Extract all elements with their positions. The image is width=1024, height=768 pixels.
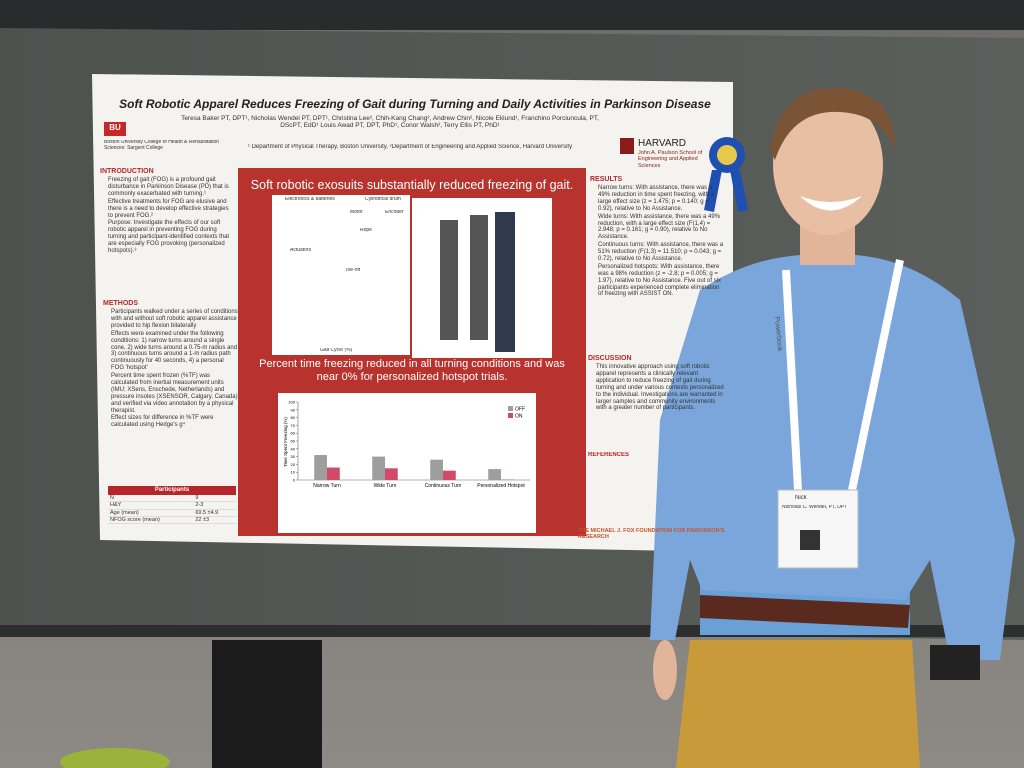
- y-axis-label: Time Spent Freezing (%): [283, 417, 288, 467]
- bullet-item: Wide turns: With assistance, there was a…: [598, 214, 725, 242]
- legend-swatch: [508, 406, 513, 411]
- table-cell: H&Y: [108, 501, 194, 510]
- bullet-item: Effect sizes for difference in %TF were …: [111, 415, 238, 429]
- badge-name: Nick: [795, 495, 807, 501]
- bullet-item: Participants walked under a series of co…: [111, 309, 238, 330]
- bullet-item: This innovative approach using soft robo…: [596, 364, 726, 412]
- affiliations: ¹ Department of Physical Therapy, Boston…: [247, 144, 573, 150]
- headline: Percent time freezing reduced in all tur…: [259, 358, 565, 383]
- table-cell: NFOG score (mean): [108, 516, 194, 525]
- x-tick-label: Narrow Turn: [313, 483, 341, 489]
- table-cell: Age (mean): [108, 509, 194, 517]
- harvard-shield: [620, 138, 634, 154]
- walkers: [440, 212, 515, 352]
- poster-chart: Time Spent Freezing (%) 0 10 20 30 40 50 60 70 80…: [283, 400, 530, 489]
- y-tick-label: 20: [291, 462, 296, 467]
- table-cell: 2-3: [193, 501, 236, 510]
- table-cell: 22 ±3: [193, 516, 236, 525]
- bullet-list: This innovative approach using soft robo…: [588, 364, 726, 412]
- bullet-item: Percent time spent frozen (%TF) was calc…: [111, 373, 238, 414]
- device-figure: [272, 195, 410, 355]
- figure-label: Electronics & batteries: [285, 197, 335, 202]
- harvard-text: John A. Paulson School of Engineering an…: [638, 150, 703, 169]
- references: REFERENCES: [588, 452, 630, 458]
- bullet-item: Effective treatments for FOG are elusive…: [108, 199, 235, 220]
- bullet-list: Participants walked under a series of co…: [103, 309, 238, 429]
- x-tick-label: Continuous Turn: [425, 483, 462, 489]
- bullet-list: Freezing of gait (FOG) is a profound gai…: [100, 177, 235, 255]
- ribbon: [704, 137, 748, 212]
- results: RESULTS Narrow turns: With assistance, th…: [590, 176, 725, 351]
- figure-label: Encoder: [385, 210, 404, 215]
- authors: Teresa Baker PT, DPT¹, Nicholas Wendel P…: [181, 115, 599, 130]
- participants-table: Participants N 9 H&Y 2-3 Age (mean) 69.5 ±4.9 N…: [108, 486, 236, 525]
- bu-text: Boston University College of Health & Re…: [104, 140, 220, 151]
- poster-title: Soft Robotic Apparel Reduces Freezing of…: [119, 98, 711, 111]
- y-tick-label: 90: [291, 407, 296, 412]
- table-cell: 9: [193, 494, 236, 503]
- headline: Soft robotic exosuits substantially redu…: [250, 178, 574, 192]
- section-heading: RESULTS: [590, 176, 623, 183]
- y-tick-label: 60: [291, 431, 296, 436]
- bar: [488, 469, 501, 480]
- section-heading: METHODS: [103, 300, 138, 307]
- bullet-item: Effects were examined under the followin…: [111, 331, 238, 372]
- x-tick-label: Wide Turn: [374, 483, 397, 489]
- table-row: NFOG score (mean) 22 ±3: [108, 516, 236, 525]
- ceiling: [0, 0, 1024, 30]
- bullet-item: Narrow turns: With assistance, there was…: [598, 185, 725, 213]
- table: Participants N 9 H&Y 2-3 Age (mean) 69.5 ±4.9 N…: [108, 486, 236, 525]
- bar: [372, 456, 385, 480]
- figure-label: Cylindrical drum: [365, 197, 401, 202]
- discussion: DISCUSSION This innovative approach using…: [588, 355, 726, 445]
- bullet-item: Freezing of gait (FOG) is a profound gai…: [108, 177, 235, 198]
- bullet-item: Continuous turns: With assistance, there…: [598, 242, 725, 263]
- bar: [314, 455, 327, 480]
- y-tick-label: 40: [291, 446, 296, 451]
- y-tick-label: 50: [291, 439, 296, 444]
- figure-label: Motor: [350, 210, 363, 215]
- bu-mark: BU: [109, 123, 121, 132]
- footer: THE MICHAEL J. FOX FOUNDATION FOR PARKIN…: [578, 528, 725, 541]
- bar: [430, 459, 443, 480]
- x-tick-label: Personalized Hotspot: [477, 483, 525, 489]
- y-tick-label: 80: [291, 415, 296, 420]
- methods: METHODS Participants walked under a serie…: [103, 300, 238, 485]
- section-heading: DISCUSSION: [588, 355, 632, 362]
- table-row: Age (mean) 69.5 ±4.9: [108, 509, 236, 517]
- bar: [385, 468, 398, 480]
- bullet-list: Narrow turns: With assistance, there was…: [590, 185, 725, 298]
- bullet-item: Purpose: Investigate the effects of our …: [108, 220, 235, 254]
- visitor-legs: [212, 640, 322, 768]
- bar: [443, 470, 456, 480]
- figure-label: Rope: [360, 228, 372, 233]
- y-tick-label: 10: [291, 470, 296, 475]
- figure-label: Actuators: [290, 248, 312, 253]
- bar: [327, 467, 340, 480]
- table-cell: 69.5 ±4.9: [193, 509, 236, 517]
- y-tick-label: 0: [293, 478, 296, 483]
- table-cell: N: [108, 494, 194, 503]
- y-tick-label: 70: [291, 423, 296, 428]
- legend-swatch: [508, 413, 513, 418]
- y-tick-label: 100: [288, 400, 295, 405]
- table-header: Participants: [108, 486, 236, 495]
- table-row: H&Y 2-3: [108, 501, 236, 510]
- harvard-name: HARVARD: [638, 138, 686, 149]
- figure-label: Gait Cycle (%): [320, 348, 353, 353]
- y-tick-label: 30: [291, 454, 296, 459]
- person: [650, 87, 1015, 768]
- legend-label: OFF: [515, 407, 525, 413]
- section-heading: INTRODUCTION: [100, 168, 154, 175]
- bag: [60, 748, 170, 768]
- figure-label: Toe-off: [345, 268, 361, 273]
- introduction: INTRODUCTION Freezing of gait (FOG) is a …: [100, 168, 235, 308]
- badge-full-name: Nicholas C. Wendel, PT, DPT: [782, 505, 848, 510]
- legend-label: ON: [515, 414, 523, 420]
- bu-logo: [104, 122, 126, 136]
- bullet-item: Personalized hotspots: With assistance, …: [598, 264, 725, 298]
